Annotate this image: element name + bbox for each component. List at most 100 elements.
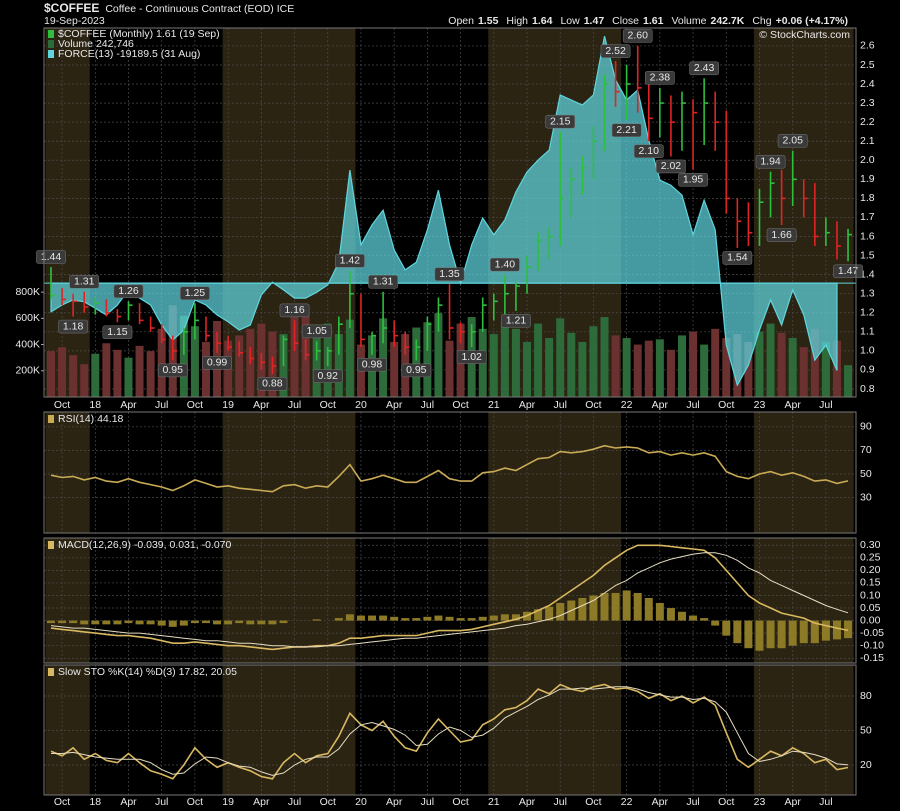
x-tick-label: Jul <box>554 796 567 808</box>
quote-label: Chg <box>752 15 771 27</box>
price-label-bg <box>102 325 133 340</box>
histogram-bar <box>379 615 388 621</box>
volume-bar <box>799 347 808 397</box>
volume-bar <box>556 318 565 397</box>
histogram-bar <box>545 606 554 621</box>
y-tick-label: 2.6 <box>860 40 875 52</box>
volume-bar <box>666 349 675 397</box>
price-label-bg <box>69 275 100 289</box>
volume-bar <box>655 339 664 397</box>
price-label: 0.98 <box>362 358 383 370</box>
volume-bar <box>523 341 532 397</box>
price-label: 1.26 <box>118 285 139 297</box>
histogram-bar <box>766 620 775 649</box>
histogram-bar <box>799 620 808 644</box>
volume-bar <box>788 338 797 397</box>
volume-bar <box>500 320 509 397</box>
x-tick-label: Oct <box>54 399 70 411</box>
volume-bar <box>810 328 819 397</box>
force-area <box>50 36 838 387</box>
x-tick-label: 19 <box>222 399 234 411</box>
histogram-bar <box>102 620 111 625</box>
quote-line: Open 1.55 High 1.64 Low 1.47 Close 1.61 Volume 24… <box>448 15 848 27</box>
x-tick-label: Oct <box>187 399 203 411</box>
histogram-bar <box>744 620 753 649</box>
y-tick-label: 2.1 <box>860 135 875 147</box>
histogram-bar <box>500 614 509 621</box>
histogram-bar <box>235 620 244 624</box>
histogram-bar <box>157 620 166 626</box>
price-label-bg <box>335 254 365 268</box>
y-tick-label: 1.4 <box>860 268 875 280</box>
quote-value: 1.64 <box>532 15 553 27</box>
header-date: 19-Sep-2023 <box>44 15 105 27</box>
price-label: 2.21 <box>616 124 637 136</box>
histogram-bar <box>445 616 454 621</box>
x-tick-label: Jul <box>819 399 832 411</box>
price-label-bg <box>633 144 664 158</box>
y-tick-label: 1.3 <box>860 287 875 299</box>
histogram-bar <box>80 620 89 625</box>
panel-frame <box>43 27 857 398</box>
price-label: 2.05 <box>782 135 803 147</box>
quote-value: 1.47 <box>584 15 605 27</box>
price-label-bg <box>611 123 642 137</box>
price-label-bg <box>202 356 232 370</box>
histogram-bar <box>611 592 620 621</box>
x-tick-label: Oct <box>585 796 601 808</box>
y-tick-label: 90 <box>860 421 872 433</box>
histogram-bar <box>279 620 288 624</box>
y-tick-label: 1.5 <box>860 249 875 261</box>
quote-value: 1.55 <box>478 15 499 27</box>
volume-bar <box>434 313 443 397</box>
histogram-bar <box>622 590 631 621</box>
volume-bar <box>700 344 709 397</box>
histogram-bar <box>401 618 410 621</box>
volume-bar <box>545 338 554 397</box>
volume-bar <box>124 357 133 397</box>
price-label-bg <box>312 369 343 383</box>
histogram-bar <box>821 620 830 641</box>
price-label-bg <box>689 61 719 76</box>
year-band <box>753 665 854 795</box>
histogram-bar <box>135 620 144 625</box>
y-tick-label: 20 <box>860 759 872 771</box>
y-tick-label: 70 <box>860 444 872 456</box>
price-label: 2.60 <box>627 30 648 42</box>
histogram-bar <box>91 620 100 625</box>
y-tick-label: 0.9 <box>860 364 875 376</box>
price-label: 0.99 <box>207 357 228 369</box>
histogram-bar <box>312 619 321 621</box>
volume-bar <box>844 365 853 397</box>
histogram-bar <box>810 620 819 644</box>
histogram-bar <box>589 595 598 621</box>
plot-layer: Oct Oct 18 18 Apr Apr Jul Jul Oct Oct 19 19 Apr Apr Ju… <box>15 27 884 808</box>
price-label: 1.47 <box>838 265 859 277</box>
y-tick-label: 30 <box>860 491 872 503</box>
x-tick-label: Jul <box>421 796 434 808</box>
price-label-bg <box>257 376 288 391</box>
legend-swatch <box>48 50 54 58</box>
volume-bar <box>412 327 421 397</box>
year-band <box>45 412 90 533</box>
y-tick-label: 1.2 <box>860 307 875 319</box>
volume-bar <box>821 341 830 397</box>
price-label: 1.35 <box>439 268 460 280</box>
histogram-bar <box>700 618 709 621</box>
x-tick-label: Oct <box>452 796 468 808</box>
histogram-bar <box>556 603 565 621</box>
volume-bar <box>91 353 100 397</box>
x-tick-label: 20 <box>355 796 367 808</box>
y-tick-label: 1.8 <box>860 192 875 204</box>
x-tick-label: Oct <box>187 796 203 808</box>
histogram-bar <box>434 615 443 621</box>
x-tick-label: Oct <box>718 399 734 411</box>
histogram-bar <box>832 620 841 640</box>
volume-bar <box>135 345 144 397</box>
price-label: 1.16 <box>284 304 305 316</box>
volume-bar <box>755 331 764 397</box>
y-tick-label: 50 <box>860 724 872 736</box>
volume-bar <box>511 328 520 397</box>
volume-tick-label: 800K <box>15 286 40 298</box>
histogram-bar <box>113 620 122 625</box>
